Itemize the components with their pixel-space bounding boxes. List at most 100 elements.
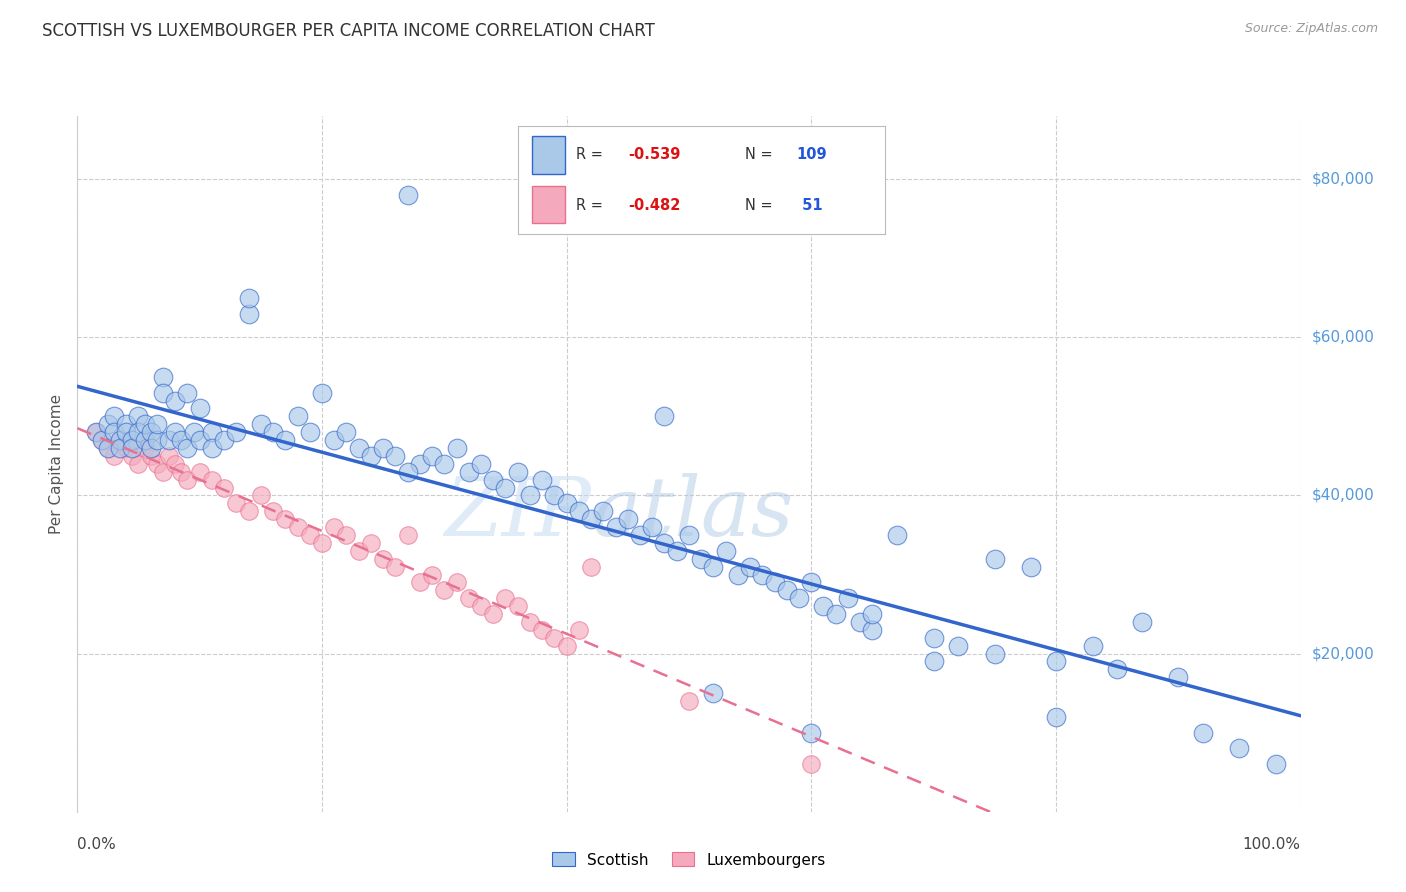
Point xyxy=(238,291,260,305)
Point xyxy=(776,583,799,598)
Point xyxy=(152,465,174,479)
Point xyxy=(360,449,382,463)
Point xyxy=(103,409,125,424)
Point xyxy=(800,757,823,772)
Point xyxy=(250,488,273,502)
Point xyxy=(134,417,156,432)
Point xyxy=(97,417,120,432)
Point xyxy=(1167,670,1189,684)
Point xyxy=(97,441,120,455)
Point xyxy=(482,607,505,621)
Point xyxy=(183,425,205,440)
Point xyxy=(201,473,224,487)
Point xyxy=(103,425,125,440)
Point xyxy=(665,544,688,558)
Point xyxy=(568,504,591,518)
Point xyxy=(740,559,762,574)
Point xyxy=(384,449,406,463)
Point xyxy=(201,425,224,440)
Text: Source: ZipAtlas.com: Source: ZipAtlas.com xyxy=(1244,22,1378,36)
Text: 100.0%: 100.0% xyxy=(1243,837,1301,852)
Point xyxy=(946,639,969,653)
Point xyxy=(170,433,193,447)
Point xyxy=(984,551,1007,566)
Point xyxy=(115,441,138,455)
Point xyxy=(287,409,309,424)
Point xyxy=(152,385,174,400)
Point xyxy=(800,575,823,590)
Point xyxy=(371,441,394,455)
Point xyxy=(506,465,529,479)
Point xyxy=(433,457,456,471)
Point xyxy=(800,725,823,739)
Point xyxy=(641,520,664,534)
Point xyxy=(714,544,737,558)
Point xyxy=(787,591,810,606)
Point xyxy=(531,623,554,637)
Point xyxy=(127,425,149,440)
Point xyxy=(157,449,180,463)
Point xyxy=(922,631,945,645)
Point xyxy=(1021,559,1043,574)
Point xyxy=(212,433,235,447)
Point xyxy=(188,465,211,479)
Point xyxy=(433,583,456,598)
Point xyxy=(409,575,432,590)
Point xyxy=(201,441,224,455)
Point xyxy=(262,504,284,518)
Point xyxy=(139,425,162,440)
Point xyxy=(446,441,468,455)
Point xyxy=(347,441,370,455)
Point xyxy=(922,655,945,669)
Point xyxy=(702,559,724,574)
Point xyxy=(396,465,419,479)
Point xyxy=(1045,710,1067,724)
Point xyxy=(139,441,162,455)
Point xyxy=(751,567,773,582)
Point xyxy=(134,433,156,447)
Point xyxy=(678,694,700,708)
Point xyxy=(678,528,700,542)
Point xyxy=(457,591,479,606)
Point xyxy=(287,520,309,534)
Point xyxy=(605,520,627,534)
Point xyxy=(579,512,602,526)
Point xyxy=(568,623,591,637)
Point xyxy=(690,551,713,566)
Point xyxy=(555,496,578,510)
Point xyxy=(134,441,156,455)
Point xyxy=(165,425,187,440)
Point xyxy=(146,417,169,432)
Point xyxy=(188,401,211,416)
Point xyxy=(543,488,565,502)
Point xyxy=(225,425,247,440)
Point xyxy=(274,512,297,526)
Point xyxy=(298,528,321,542)
Point xyxy=(1107,662,1129,676)
Text: $20,000: $20,000 xyxy=(1312,646,1375,661)
Point xyxy=(420,567,443,582)
Point xyxy=(384,559,406,574)
Point xyxy=(824,607,846,621)
Point xyxy=(176,385,198,400)
Point xyxy=(396,188,419,202)
Point xyxy=(298,425,321,440)
Point xyxy=(628,528,651,542)
Point xyxy=(1229,741,1251,756)
Point xyxy=(127,457,149,471)
Point xyxy=(654,409,676,424)
Point xyxy=(396,528,419,542)
Point xyxy=(84,425,107,440)
Text: $60,000: $60,000 xyxy=(1312,330,1375,345)
Point xyxy=(262,425,284,440)
Point xyxy=(813,599,835,614)
Point xyxy=(165,457,187,471)
Text: SCOTTISH VS LUXEMBOURGER PER CAPITA INCOME CORRELATION CHART: SCOTTISH VS LUXEMBOURGER PER CAPITA INCO… xyxy=(42,22,655,40)
Point xyxy=(531,473,554,487)
Point xyxy=(763,575,786,590)
Point xyxy=(188,433,211,447)
Point xyxy=(84,425,107,440)
Point xyxy=(849,615,872,629)
Point xyxy=(250,417,273,432)
Point xyxy=(108,441,131,455)
